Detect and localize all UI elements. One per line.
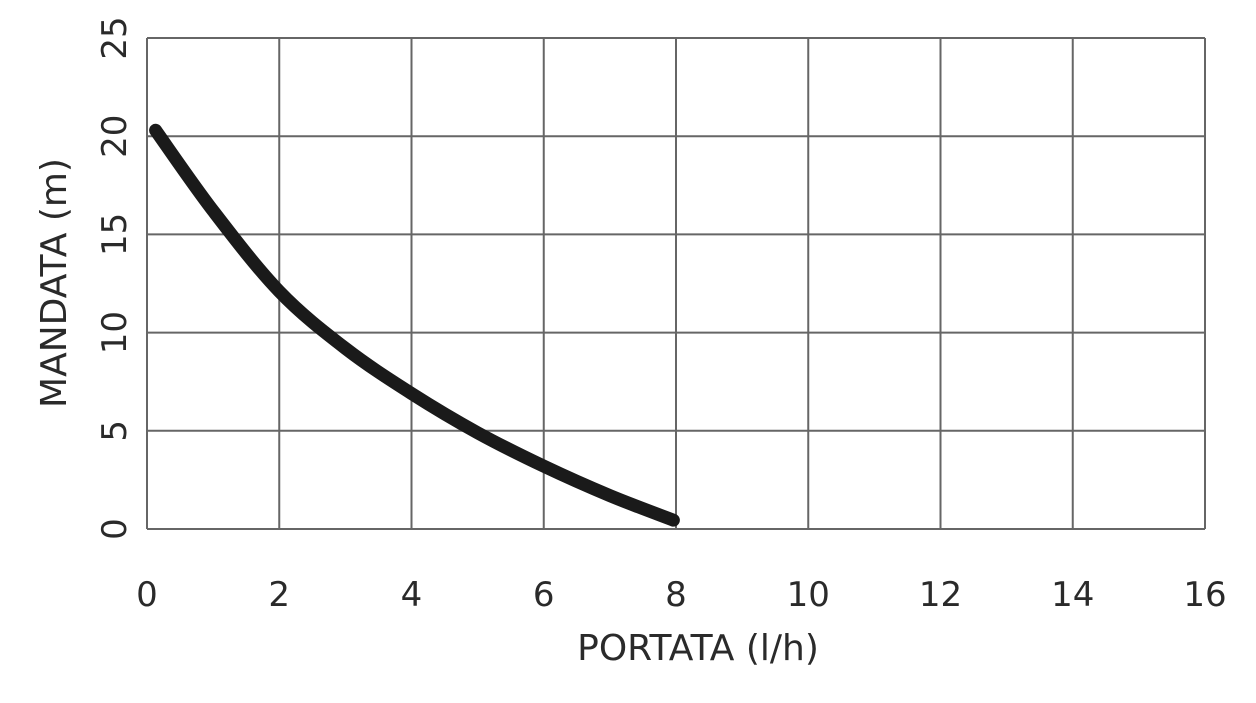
- grid: [146, 37, 1206, 530]
- x-tick-label: 0: [136, 575, 158, 615]
- y-tick-label: 5: [95, 420, 135, 442]
- y-tick-label: 15: [95, 213, 135, 256]
- x-tick-label: 4: [401, 575, 423, 615]
- x-tick-label: 14: [1051, 575, 1094, 615]
- x-tick-labels: 0 2 4 6 8 10 12 14 16: [136, 575, 1226, 615]
- series-line: [149, 123, 680, 527]
- y-tick-labels: 0 5 10 15 20 25: [95, 16, 135, 539]
- x-tick-label: 16: [1183, 575, 1226, 615]
- y-tick-label: 0: [95, 518, 135, 540]
- x-tick-label: 12: [919, 575, 962, 615]
- x-tick-label: 2: [268, 575, 290, 615]
- x-tick-label: 8: [665, 575, 687, 615]
- y-axis-label: MANDATA (m): [34, 158, 75, 408]
- y-tick-label: 10: [95, 311, 135, 354]
- x-tick-label: 6: [533, 575, 555, 615]
- x-axis-label: PORTATA (l/h): [577, 628, 819, 669]
- y-tick-label: 20: [95, 115, 135, 158]
- y-tick-label: 25: [95, 16, 135, 59]
- x-tick-label: 10: [787, 575, 830, 615]
